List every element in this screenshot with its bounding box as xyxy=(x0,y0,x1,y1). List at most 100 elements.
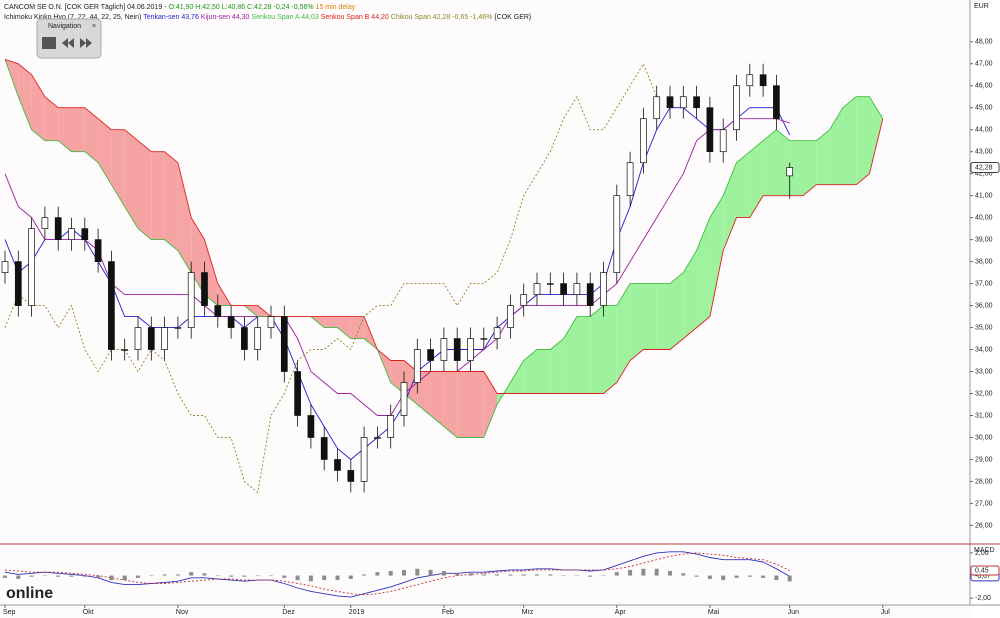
legend-entry: Chikou Span 42,28 -0,65 -1,46% xyxy=(391,14,493,21)
candle-body xyxy=(347,470,355,482)
y-tick-label: 27,00 xyxy=(975,500,993,507)
quote: O:41,90 H:42,50 L:40,86 C:42,28 -0,24 -0… xyxy=(168,4,313,11)
cloud-fill xyxy=(151,151,165,240)
candle-body xyxy=(440,338,448,361)
currency: EUR xyxy=(974,3,989,10)
cloud-fill xyxy=(590,305,604,394)
histogram-bar xyxy=(415,568,420,576)
histogram-bar xyxy=(495,574,500,576)
candle-body xyxy=(493,327,501,339)
cloud-fill xyxy=(550,338,564,394)
value-label: -0,07 xyxy=(975,573,991,580)
candle-body xyxy=(1,261,9,273)
histogram-bar xyxy=(375,572,380,576)
histogram-bar xyxy=(255,575,260,577)
histogram-bar xyxy=(628,569,633,576)
candle-body xyxy=(14,261,22,306)
candle-body xyxy=(174,327,182,329)
cloud-fill xyxy=(177,162,192,273)
close-icon[interactable]: × xyxy=(92,23,96,30)
cloud-fill xyxy=(537,349,551,394)
histogram-bar xyxy=(521,574,526,576)
grid-icon[interactable] xyxy=(42,37,56,49)
histogram-bar xyxy=(149,575,154,577)
cloud-fill xyxy=(842,96,857,185)
histogram-bar xyxy=(681,573,686,576)
histogram-bar xyxy=(747,575,752,577)
histogram-bar xyxy=(295,575,300,581)
candle-body xyxy=(41,217,49,229)
histogram-bar xyxy=(402,569,406,576)
candle-body xyxy=(28,228,35,306)
value-tag xyxy=(970,565,1000,576)
cloud-fill xyxy=(816,129,830,185)
line xyxy=(4,107,791,461)
candle-body xyxy=(626,162,634,197)
candle-body xyxy=(546,283,554,285)
candle-body xyxy=(759,74,767,87)
histogram-bar xyxy=(362,574,367,576)
candle-body xyxy=(600,272,607,306)
cloud-fill xyxy=(656,283,670,350)
cloud-fill xyxy=(869,96,883,174)
candle-body xyxy=(746,74,754,87)
histogram-bar xyxy=(175,574,180,576)
cloud-fill xyxy=(563,316,577,394)
cloud-fill xyxy=(124,129,138,229)
histogram-bar xyxy=(3,575,7,578)
y-tick-label: 34,00 xyxy=(975,346,993,353)
cloud-fill xyxy=(576,316,591,394)
candle-body xyxy=(294,371,301,416)
candle-body xyxy=(214,305,222,317)
candle-body xyxy=(307,415,315,438)
back-icon[interactable] xyxy=(62,38,74,48)
plot-area xyxy=(1,58,884,598)
histogram-bar xyxy=(96,575,101,578)
histogram-bar xyxy=(82,575,87,577)
histogram-bar xyxy=(122,575,127,581)
y-tick-label: 48,00 xyxy=(975,39,993,46)
histogram-bar xyxy=(441,571,446,576)
cloud-fill xyxy=(803,140,817,196)
histogram-bar xyxy=(614,572,619,576)
cloud-fill xyxy=(696,217,710,328)
cloud-fill xyxy=(457,371,471,438)
histogram-bar xyxy=(588,575,593,577)
line xyxy=(4,59,884,438)
histogram-bar xyxy=(787,575,792,582)
y-tick-label: 36,00 xyxy=(975,302,993,309)
indicator: Ichimoku Kinko Hyo (7, 22, 44, 22, 25, N… xyxy=(4,14,141,21)
navigation[interactable]: Navigation × xyxy=(36,18,102,59)
cloud-fill xyxy=(470,371,484,438)
x-tick-label: Mai xyxy=(708,609,720,616)
y-tick-label: 40,00 xyxy=(975,214,993,221)
cloud-fill xyxy=(670,272,684,350)
y-tick-label: 33,00 xyxy=(975,368,993,375)
axis-panel xyxy=(970,0,1000,618)
legend-entry: Tenkan-sen 43,76 xyxy=(143,14,199,21)
cloud-fill xyxy=(709,195,724,317)
forward-icon[interactable] xyxy=(80,38,92,48)
candle-body xyxy=(786,167,794,177)
value-label: 42,28 xyxy=(975,164,993,171)
line xyxy=(4,118,790,416)
cloud-fill xyxy=(829,107,843,185)
cloud-fill xyxy=(736,151,750,218)
cloud-fill xyxy=(44,96,59,141)
candle-body xyxy=(520,294,528,306)
histogram-bar xyxy=(707,575,712,579)
histogram-bar xyxy=(242,575,247,577)
candle-body xyxy=(187,272,195,328)
candle-body xyxy=(267,316,275,328)
y-tick-label: 37,00 xyxy=(975,280,993,287)
y-tick-label: 41,00 xyxy=(975,192,993,199)
cloud-fill xyxy=(58,107,72,152)
histogram-bar xyxy=(535,574,539,576)
candle-body xyxy=(387,415,395,438)
cloud-fill xyxy=(523,349,537,394)
histogram-bar xyxy=(481,574,486,576)
value-tag xyxy=(970,162,1000,174)
candle-body xyxy=(507,305,514,328)
histogram-bar xyxy=(428,569,433,576)
